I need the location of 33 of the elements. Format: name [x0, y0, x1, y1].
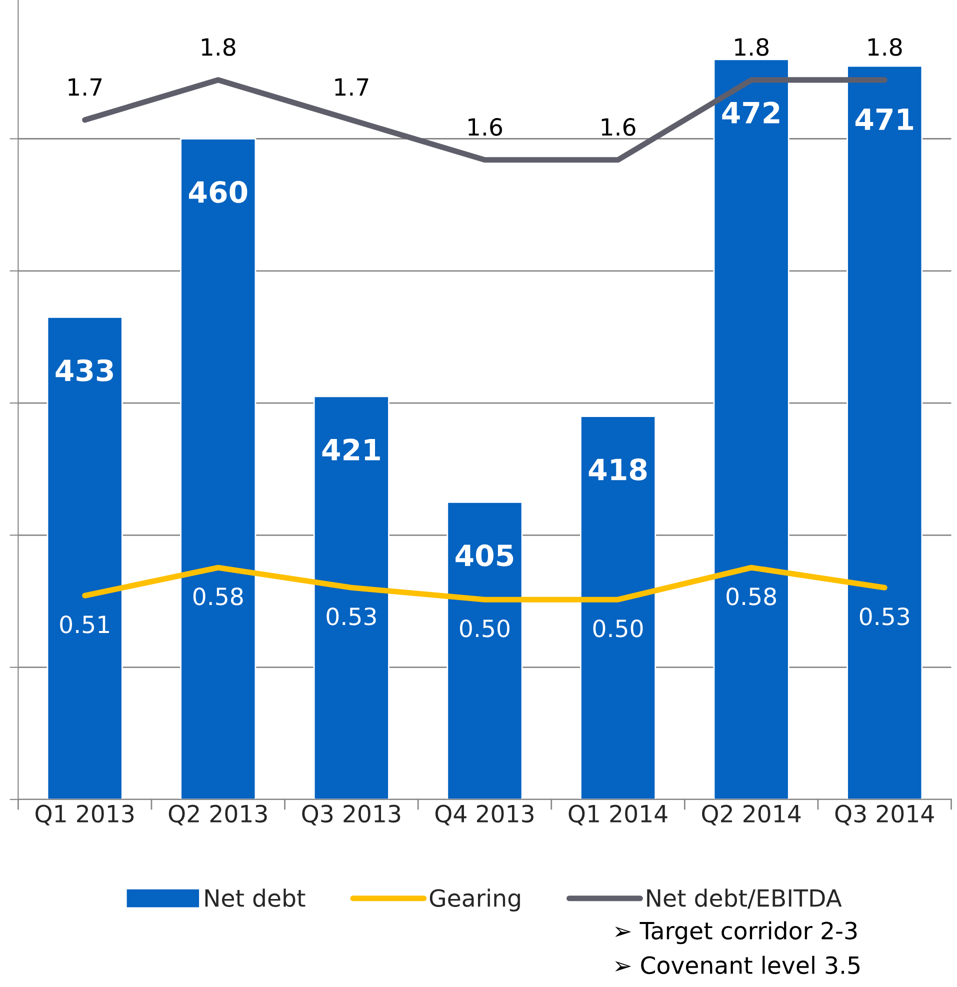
data-label: 0.53 — [326, 607, 376, 626]
x-tick-label: Q2 2013 — [168, 804, 267, 826]
data-label: 0.58 — [193, 587, 243, 606]
data-label: 472 — [722, 102, 780, 124]
data-label: 418 — [588, 458, 647, 480]
legend-label: Net debt/EBITDA — [647, 888, 842, 909]
x-tick-label: Q3 2013 — [302, 804, 400, 826]
legend-label: Gearing — [430, 888, 520, 912]
data-label: 1.7 — [335, 78, 368, 96]
data-label: 0.50 — [460, 619, 510, 638]
data-label: 1.7 — [68, 78, 102, 96]
data-label: 1.6 — [602, 118, 636, 136]
x-tick-label: Q3 2014 — [835, 804, 934, 826]
data-label: 1.8 — [202, 38, 236, 56]
data-label: 0.53 — [860, 607, 910, 626]
x-tick-label: Q1 2013 — [36, 804, 134, 826]
data-label: 460 — [189, 180, 248, 203]
data-label: 1.8 — [868, 38, 902, 56]
x-tick-label: Q1 2014 — [568, 804, 668, 826]
data-label: 1.8 — [735, 38, 768, 56]
data-label: 433 — [56, 359, 113, 382]
data-label: 405 — [456, 544, 514, 566]
text: ➢ Covenant level 3.5 — [615, 956, 860, 974]
data-label: 0.51 — [60, 615, 109, 634]
text: ➢ Target corridor 2-3 — [615, 921, 857, 944]
x-tick-label: Q4 2013 — [435, 804, 534, 826]
data-label: 0.58 — [726, 587, 776, 606]
data-label: 1.6 — [468, 118, 502, 136]
data-label: 471 — [855, 108, 914, 130]
data-label: 421 — [322, 438, 380, 460]
legend-label: Net debt — [205, 888, 306, 907]
x-tick-label: Q2 2014 — [702, 804, 801, 826]
data-label: 0.50 — [593, 619, 643, 638]
